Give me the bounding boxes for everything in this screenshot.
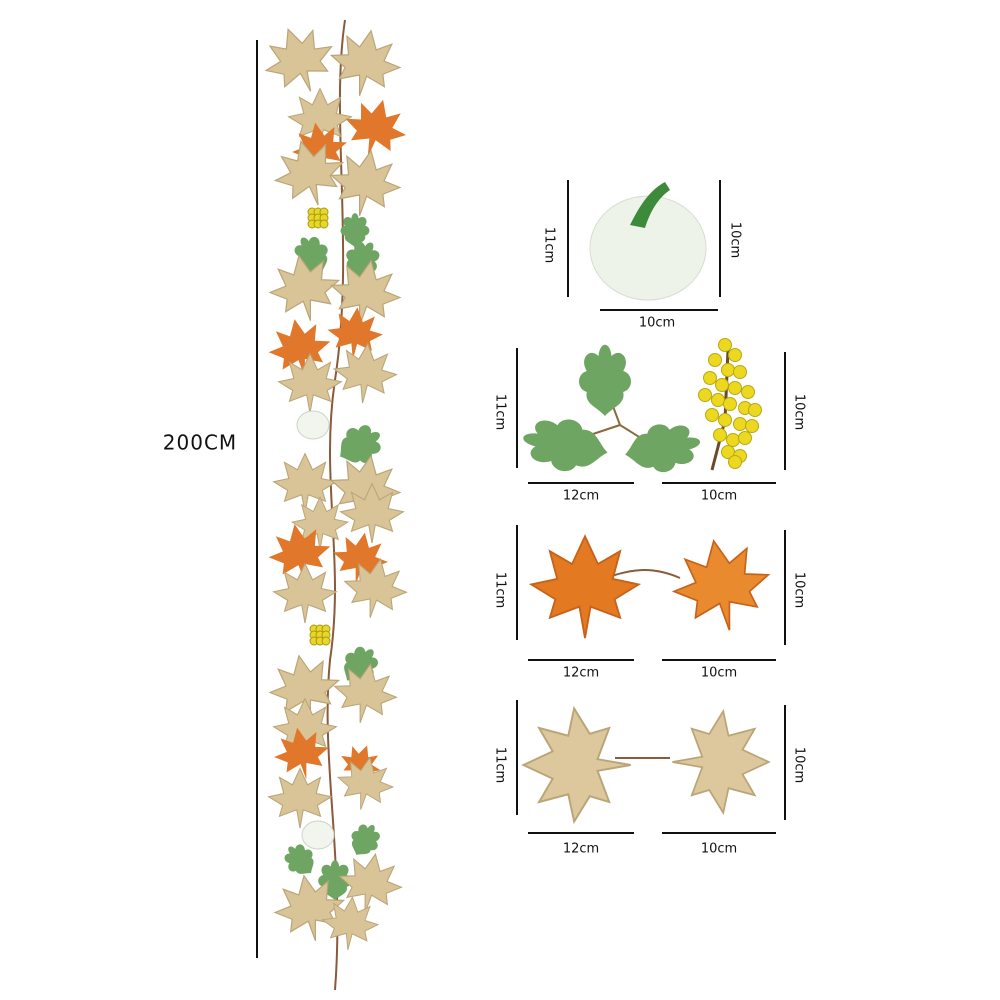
width-label: 10cm [701,489,737,504]
width-label: 10cm [639,316,675,331]
height-label: 10cm [792,572,807,608]
garland-leaf [254,16,344,104]
orange-maple-leaves [530,531,778,640]
berry [721,363,735,377]
berry [728,455,742,469]
garland-pumpkin [296,410,330,440]
berry [728,348,742,362]
garland-leaf [340,213,370,248]
berry [733,365,747,379]
garland-leaf [268,768,332,829]
garland-leaf [325,304,386,363]
berry [718,413,732,427]
garland-leaf [330,417,390,474]
berry [723,397,737,411]
berry [718,338,732,352]
width-label: 10cm [701,842,737,857]
garland-leaf [337,91,414,166]
pumpkin-stem [630,182,670,228]
berry [741,385,755,399]
width-label: 12cm [563,666,599,681]
berry [698,388,712,402]
width-label: 12cm [563,842,599,857]
berry [738,431,752,445]
width-label: 10cm [701,666,737,681]
pumpkin [589,182,707,301]
height-label: 10cm [728,222,743,258]
garland-berry [321,636,331,646]
height-label: 11cm [493,394,508,430]
tan-maple-leaves [522,707,770,823]
berry [703,371,717,385]
berry [728,381,742,395]
garland-leaf [324,24,406,103]
berry [748,403,762,417]
garland-berry [319,219,329,229]
garland-pumpkin [301,820,335,850]
height-label: 11cm [493,572,508,608]
berry [733,417,747,431]
pumpkin-body [589,195,707,301]
garland-leaf [330,340,400,407]
berry [745,419,759,433]
berry [711,393,725,407]
berry [715,378,729,392]
berry [726,433,740,447]
length-label: 200CM [163,431,237,455]
height-label: 11cm [493,747,508,783]
green-leaves [518,344,705,479]
height-label: 11cm [542,227,557,263]
height-label: 10cm [792,394,807,430]
berry [708,353,722,367]
garland-leaf [273,453,337,514]
garland-leaf [343,818,386,863]
yellow-berries [698,338,762,471]
garland [254,16,414,953]
height-label: 10cm [792,747,807,783]
width-label: 12cm [563,489,599,504]
berry [713,428,727,442]
berry [705,408,719,422]
